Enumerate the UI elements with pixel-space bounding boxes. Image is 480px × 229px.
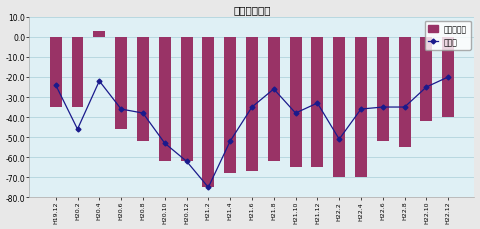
Bar bbox=[312, 38, 324, 167]
Bar bbox=[93, 32, 105, 38]
Bar bbox=[289, 38, 301, 167]
Bar bbox=[377, 38, 389, 142]
Bar bbox=[72, 38, 84, 108]
Bar bbox=[246, 38, 258, 172]
Legend: 前年同月比, 前月比: 前年同月比, 前月比 bbox=[425, 22, 470, 51]
Bar bbox=[159, 38, 171, 161]
Bar bbox=[442, 38, 454, 117]
Bar bbox=[203, 38, 215, 188]
Bar bbox=[50, 38, 62, 108]
Bar bbox=[398, 38, 410, 147]
Bar bbox=[137, 38, 149, 142]
Title: 業況判断指数: 業況判断指数 bbox=[233, 5, 271, 16]
Bar bbox=[115, 38, 127, 130]
Bar bbox=[224, 38, 236, 174]
Bar bbox=[420, 38, 432, 122]
Bar bbox=[333, 38, 345, 177]
Bar bbox=[268, 38, 280, 161]
Bar bbox=[180, 38, 192, 161]
Bar bbox=[355, 38, 367, 177]
